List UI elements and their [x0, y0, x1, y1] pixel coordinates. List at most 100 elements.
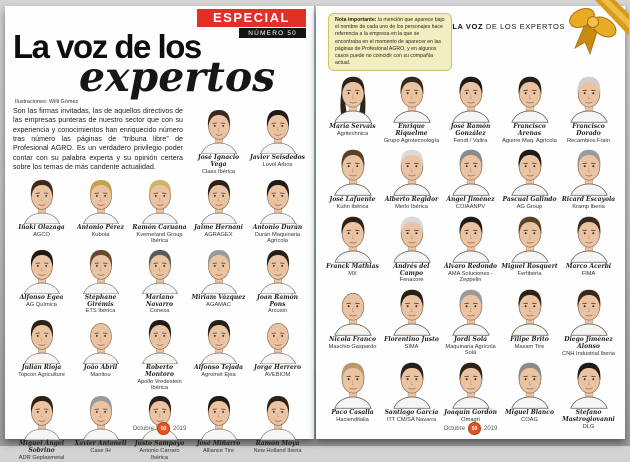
left-page-footer: Octubre 50 2019	[5, 422, 314, 435]
hair	[30, 396, 53, 414]
portrait-illustration	[569, 150, 608, 196]
portrait-illustration	[392, 76, 431, 123]
person-name: Santiago García	[384, 408, 439, 416]
hair	[207, 179, 230, 198]
portrait-illustration	[200, 249, 237, 294]
portrait-cell: Nicola Franco Maschio Gaspardo	[324, 286, 381, 357]
person-name: Justo Sampayo	[134, 440, 185, 448]
shoulders	[23, 352, 60, 364]
hair	[266, 249, 289, 267]
shoulders	[200, 352, 237, 364]
hair	[89, 179, 112, 198]
hair	[459, 362, 482, 381]
hair	[577, 76, 600, 95]
shoulders	[451, 250, 490, 263]
person-company: AG Química	[26, 301, 57, 308]
portrait-illustration	[510, 289, 549, 336]
person-company: Maquinaria Agrícola Solá	[445, 343, 496, 357]
portrait-cell: Joaquín Gordón Omagri	[442, 359, 499, 430]
person-name: Miguel Ángel Sobrino	[19, 440, 64, 455]
magazine-left-page: ESPECIAL NÚMERO 50 La voz de los experto…	[5, 6, 314, 461]
person-name: Ramón Caruana	[132, 224, 187, 232]
shoulders	[141, 352, 178, 364]
person-company: Manitou	[90, 371, 111, 378]
issue-number-badge: 50	[467, 422, 481, 435]
portrait-cell: Paco Casalla Hacienditalia	[324, 359, 381, 430]
person-name: Pascual Galindo	[502, 196, 557, 204]
portrait-cell: Miguel Blanco COAG	[501, 359, 558, 430]
portrait-illustration	[510, 216, 549, 263]
person-name: Mariano Navarro	[145, 293, 174, 308]
portrait-cell: Pascual Galindo AG Group	[501, 146, 558, 210]
person-company: Fenacore	[399, 277, 424, 284]
portrait-illustration	[259, 322, 296, 364]
shoulders	[259, 212, 296, 225]
hair	[459, 76, 482, 95]
portrait-illustration	[451, 150, 490, 196]
hair	[400, 362, 423, 381]
portrait-illustration	[451, 216, 490, 263]
portrait-illustration	[451, 362, 490, 409]
portrait-cell: Stéphane Girémis ETS Ibérica	[72, 247, 129, 315]
hair	[148, 179, 171, 198]
portrait-illustration	[141, 319, 178, 364]
person-name: Miguel Blanco	[505, 408, 554, 416]
person-company: FIMA	[581, 270, 596, 277]
hair	[30, 179, 53, 198]
portrait-illustration	[333, 76, 372, 123]
shoulders	[82, 352, 119, 364]
shoulders	[259, 352, 296, 364]
portrait-illustration	[259, 179, 296, 225]
person-name: Francisco Arenas	[513, 123, 546, 138]
portrait-illustration	[569, 76, 608, 123]
portrait-illustration	[333, 216, 372, 263]
portrait-cell: Julián Rioja Topcon Agriculture	[13, 317, 70, 392]
person-company: Kramp Iberia	[572, 204, 605, 211]
hair	[518, 362, 541, 381]
shoulders	[510, 250, 549, 263]
portrait-cell: Florentino Justo SIMA	[383, 286, 440, 357]
portrait-illustration	[82, 179, 119, 225]
note-lead: Nota importante:	[335, 17, 377, 23]
person-company: COAG	[521, 416, 538, 423]
person-name: Ángel Jiménez	[446, 196, 495, 204]
shoulders	[23, 429, 60, 441]
person-name: Miguel Rosquert	[501, 262, 558, 270]
shoulders	[569, 250, 608, 263]
person-company: Fendt / Valtra	[453, 137, 488, 144]
shoulders	[510, 110, 549, 123]
hair	[207, 319, 230, 337]
person-company: Lovol Arbos	[262, 161, 293, 168]
shoulders	[200, 142, 237, 154]
shoulders	[23, 282, 60, 294]
magazine-right-page: Nota importante: la mención que aparece …	[316, 0, 629, 439]
page-spine-dotted-line	[314, 6, 315, 439]
person-company: Agromet Ejea	[201, 371, 236, 378]
portrait-illustration	[569, 362, 608, 409]
person-name: Paco Casalla	[331, 408, 374, 416]
person-company: Apollo Vredestein Ibérica	[137, 378, 182, 391]
page-title-line2: expertos	[79, 53, 276, 101]
hair	[400, 76, 423, 95]
portrait-illustration	[259, 396, 296, 441]
person-company: Alliance Tire	[203, 448, 234, 455]
portrait-cell: Miriam Vázquez AGAMAC	[190, 247, 247, 315]
hair	[341, 150, 364, 168]
portrait-cell: Javier Seisdedos Lovol Arbos	[249, 107, 306, 175]
portrait-illustration	[510, 362, 549, 409]
person-name: Stefano Mastrogiovanni	[562, 408, 615, 423]
portrait-cell: Mariano Navarro Conesa	[131, 247, 188, 315]
person-company: Merlo Ibérica	[395, 204, 428, 211]
portrait-illustration	[82, 396, 119, 441]
portrait-cell: Filipe Brito Maxam Tire	[501, 286, 558, 357]
person-name: Xavier Antonell	[74, 440, 127, 448]
person-company: Arcusin	[268, 308, 287, 315]
portrait-illustration	[200, 396, 237, 441]
shoulders	[451, 396, 490, 409]
portrait-illustration	[392, 362, 431, 409]
hair	[89, 396, 112, 414]
portrait-cell: Alfonso Egea AG Química	[13, 247, 70, 315]
person-name: María Servais	[329, 123, 376, 131]
hair	[341, 76, 364, 95]
person-name: José Miñarro	[196, 440, 241, 448]
